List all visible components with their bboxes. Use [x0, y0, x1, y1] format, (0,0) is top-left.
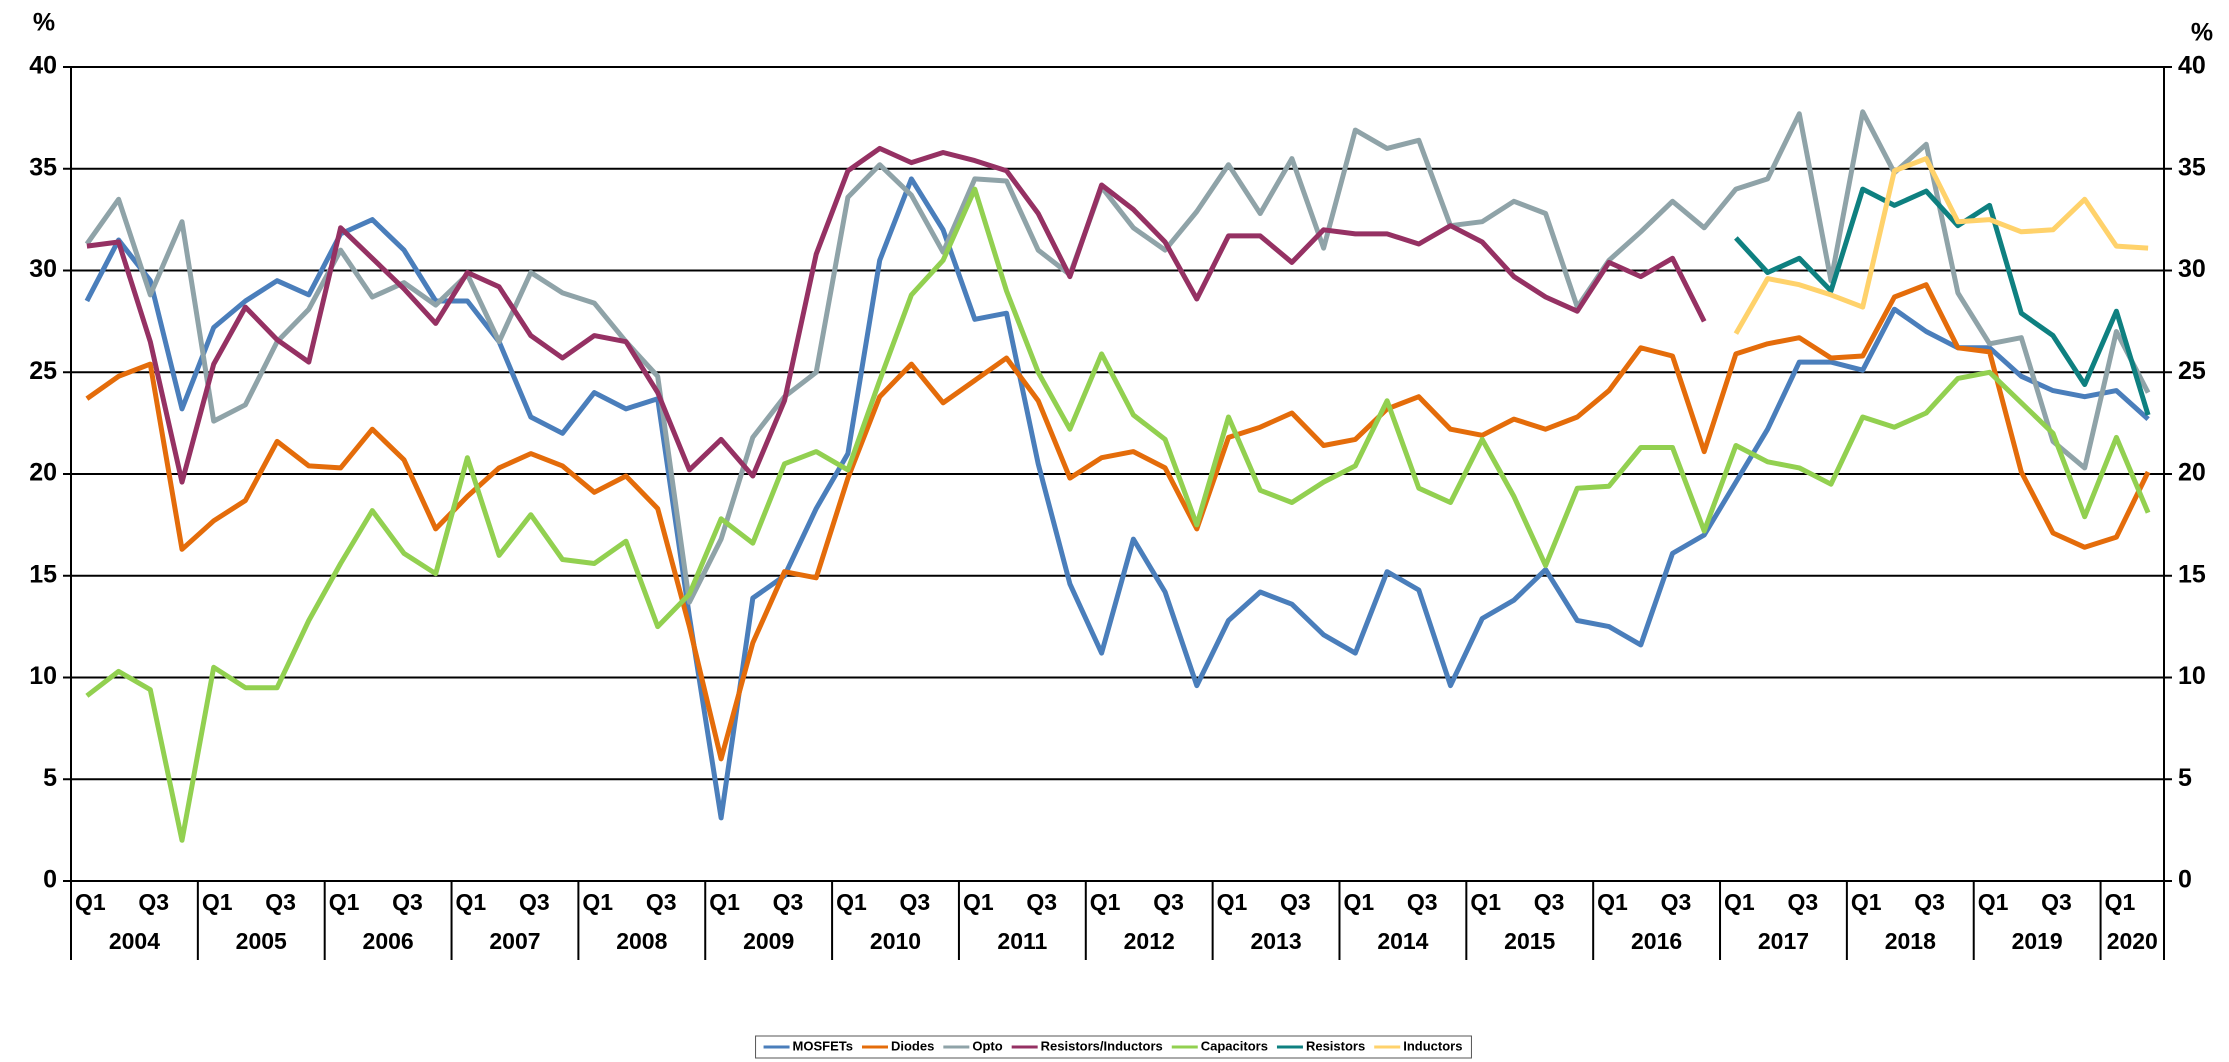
year-label: 2011: [997, 928, 1047, 954]
year-label: 2019: [2012, 928, 2063, 954]
x-tick-label: Q1: [1597, 889, 1628, 915]
legend: MOSFETs Diodes Opto Resistors/Inductors Capa…: [755, 1035, 1472, 1059]
legend-label: Resistors/Inductors: [1041, 1038, 1163, 1053]
y-axis-label: %: [33, 9, 55, 37]
y2-tick-label: 40: [2178, 52, 2206, 80]
x-tick-label: Q3: [1534, 889, 1565, 915]
x-tick-label: Q1: [1724, 889, 1755, 915]
x-tick-label: Q1: [2105, 889, 2136, 915]
x-tick-label: Q1: [1851, 889, 1882, 915]
x-tick-label: Q3: [2041, 889, 2072, 915]
year-label: 2018: [1885, 928, 1936, 954]
year-label: 2016: [1631, 928, 1682, 954]
x-tick-label: Q1: [836, 889, 867, 915]
x-tick-label: Q1: [1978, 889, 2009, 915]
x-tick-label: Q3: [519, 889, 550, 915]
x-tick-label: Q1: [329, 889, 360, 915]
legend-label: Capacitors: [1201, 1038, 1268, 1053]
series-line: [1733, 156, 2149, 335]
x-tick-label: Q1: [1217, 889, 1248, 915]
year-label: 2014: [1377, 928, 1428, 954]
series-line: [84, 109, 2151, 605]
series-line: [1734, 186, 2151, 416]
year-label: 2010: [870, 928, 921, 954]
legend-label: Resistors: [1306, 1038, 1365, 1053]
year-label: 2006: [363, 928, 414, 954]
x-tick-label: Q3: [646, 889, 677, 915]
year-label: 2015: [1504, 928, 1555, 954]
x-tick-label: Q3: [1787, 889, 1818, 915]
y-tick-label: 0: [43, 866, 57, 894]
y2-axis-label: %: [2191, 19, 2213, 47]
y-tick-label: 20: [29, 459, 57, 487]
y-tick-label: 15: [29, 560, 57, 588]
y-tick-label: 5: [43, 764, 57, 792]
year-label: 2007: [489, 928, 540, 954]
y-tick-label: 25: [29, 357, 57, 385]
y2-tick-label: 15: [2178, 560, 2206, 588]
x-tick-label: Q1: [709, 889, 740, 915]
year-label: 2017: [1758, 928, 1809, 954]
series-line: [84, 176, 2150, 821]
year-label: 2008: [616, 928, 667, 954]
y2-tick-label: 0: [2178, 866, 2192, 894]
x-tick-label: Q3: [1407, 889, 1438, 915]
series-line: [85, 186, 2151, 843]
legend-box: [755, 1035, 1472, 1059]
series-line: [85, 282, 2151, 762]
x-tick-label: Q1: [456, 889, 487, 915]
year-label: 2009: [743, 928, 794, 954]
y2-tick-label: 35: [2178, 153, 2206, 181]
year-label: 2013: [1250, 928, 1301, 954]
x-tick-label: Q3: [900, 889, 931, 915]
legend-label: Diodes: [891, 1038, 934, 1053]
y-tick-label: 30: [29, 255, 57, 283]
x-tick-label: Q3: [392, 889, 423, 915]
x-tick-label: Q1: [75, 889, 106, 915]
x-tick-label: Q3: [265, 889, 296, 915]
x-tick-label: Q3: [773, 889, 804, 915]
legend-label: MOSFETs: [793, 1038, 853, 1053]
x-tick-label: Q1: [582, 889, 613, 915]
legend-label: Opto: [972, 1038, 1002, 1053]
y2-tick-label: 20: [2178, 459, 2206, 487]
y2-tick-label: 10: [2178, 662, 2206, 690]
y-tick-label: 10: [29, 662, 57, 690]
y-tick-label: 35: [29, 153, 57, 181]
y2-tick-label: 30: [2178, 255, 2206, 283]
legend-label: Inductors: [1403, 1038, 1462, 1053]
x-tick-label: Q3: [1026, 889, 1057, 915]
x-tick-label: Q1: [1343, 889, 1374, 915]
y-tick-label: 40: [29, 52, 57, 80]
y2-tick-label: 25: [2178, 357, 2206, 385]
y2-tick-label: 5: [2178, 764, 2192, 792]
x-tick-label: Q1: [1090, 889, 1121, 915]
x-tick-label: Q3: [1280, 889, 1311, 915]
x-tick-label: Q1: [1470, 889, 1501, 915]
x-tick-label: Q1: [202, 889, 233, 915]
x-tick-label: Q3: [138, 889, 169, 915]
x-tick-label: Q1: [963, 889, 994, 915]
x-tick-label: Q3: [1914, 889, 1945, 915]
year-label: 2020: [2107, 928, 2158, 954]
year-label: 2005: [236, 928, 287, 954]
series-line: [86, 145, 1707, 485]
x-tick-label: Q3: [1153, 889, 1184, 915]
x-tick-label: Q3: [1661, 889, 1692, 915]
year-label: 2012: [1124, 928, 1175, 954]
year-label: 2004: [109, 928, 160, 954]
